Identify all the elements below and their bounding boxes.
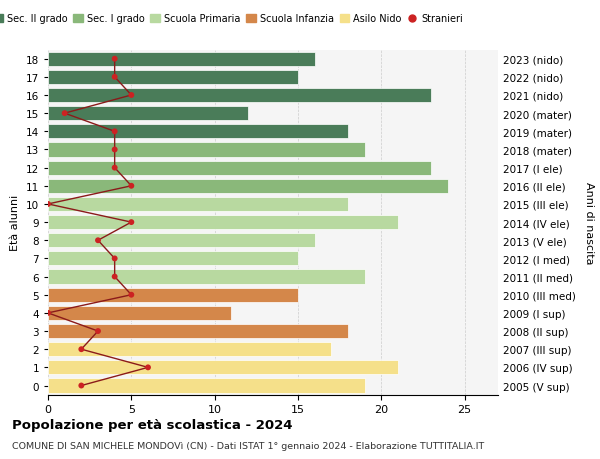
Bar xyxy=(48,234,314,248)
Point xyxy=(60,110,70,118)
Point xyxy=(77,382,86,389)
Point xyxy=(43,309,53,317)
Bar xyxy=(48,161,431,175)
Bar xyxy=(48,107,248,121)
Bar xyxy=(48,360,398,375)
Point xyxy=(127,92,136,100)
Point xyxy=(93,328,103,335)
Bar xyxy=(48,306,232,320)
Bar xyxy=(48,179,448,193)
Bar xyxy=(48,143,365,157)
Bar xyxy=(48,288,298,302)
Point xyxy=(127,219,136,226)
Bar xyxy=(48,252,298,266)
Bar xyxy=(48,324,348,338)
Bar xyxy=(48,52,314,67)
Bar xyxy=(48,270,365,284)
Bar xyxy=(48,125,348,139)
Point xyxy=(110,165,119,172)
Point xyxy=(110,74,119,81)
Bar xyxy=(48,342,331,357)
Point xyxy=(127,291,136,299)
Point xyxy=(43,201,53,208)
Bar xyxy=(48,216,398,230)
Bar xyxy=(48,89,431,103)
Legend: Sec. II grado, Sec. I grado, Scuola Primaria, Scuola Infanzia, Asilo Nido, Stran: Sec. II grado, Sec. I grado, Scuola Prim… xyxy=(0,11,467,28)
Bar xyxy=(48,71,298,85)
Bar xyxy=(48,379,365,393)
Point xyxy=(110,146,119,154)
Point xyxy=(127,183,136,190)
Point xyxy=(110,255,119,263)
Point xyxy=(93,237,103,244)
Y-axis label: Età alunni: Età alunni xyxy=(10,195,20,251)
Text: Popolazione per età scolastica - 2024: Popolazione per età scolastica - 2024 xyxy=(12,418,293,431)
Point xyxy=(110,273,119,280)
Point xyxy=(110,129,119,136)
Point xyxy=(110,56,119,63)
Text: COMUNE DI SAN MICHELE MONDOVì (CN) - Dati ISTAT 1° gennaio 2024 - Elaborazione T: COMUNE DI SAN MICHELE MONDOVì (CN) - Dat… xyxy=(12,441,484,450)
Point xyxy=(143,364,153,371)
Point xyxy=(77,346,86,353)
Y-axis label: Anni di nascita: Anni di nascita xyxy=(584,181,594,264)
Bar xyxy=(48,197,348,212)
